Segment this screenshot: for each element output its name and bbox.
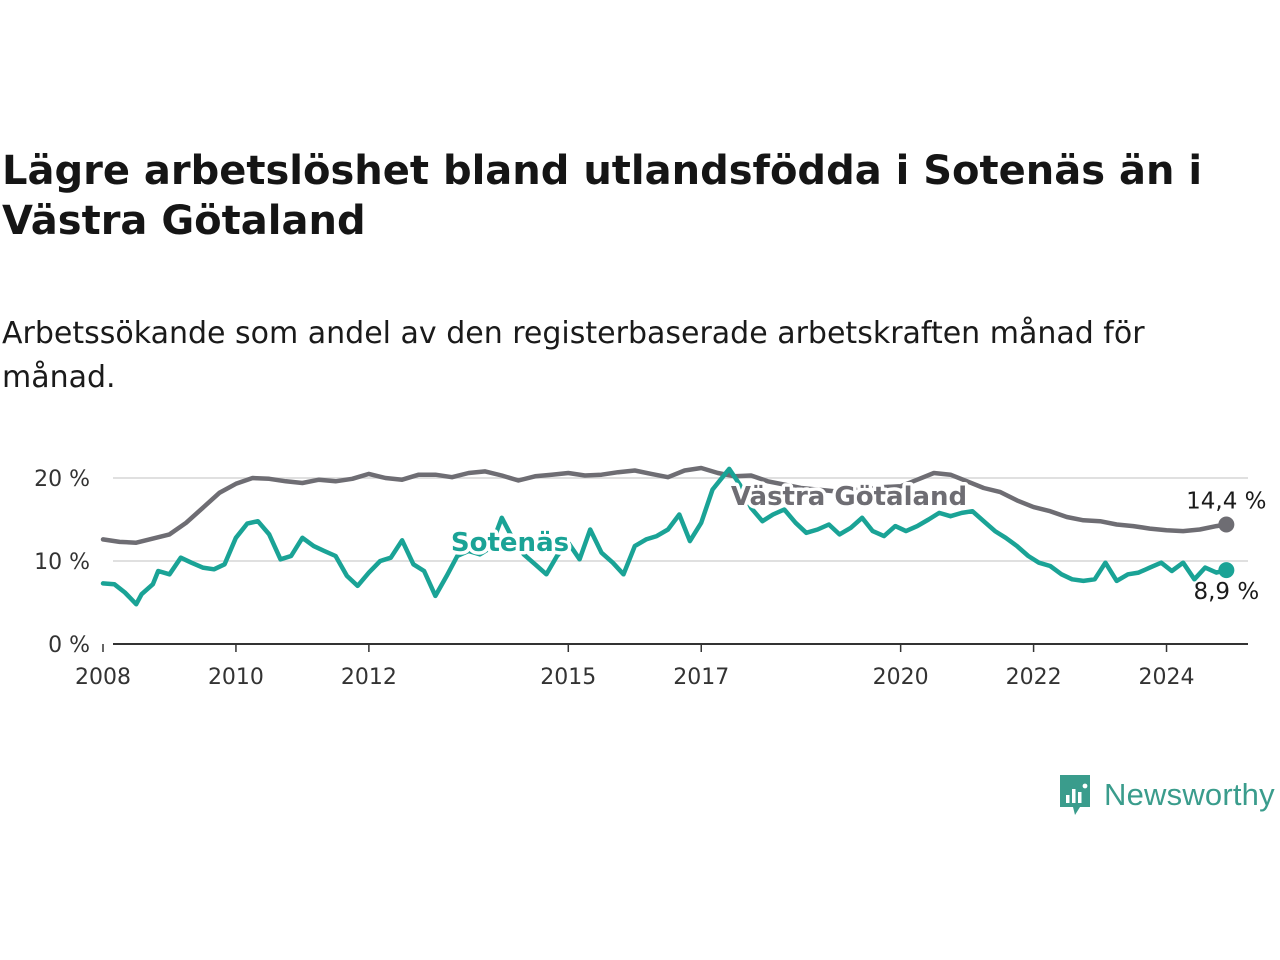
axes: 0 % 10 % 20 % 2008 2010 2012 2015 2017 2020 2022 2…	[34, 467, 1248, 690]
series-line-soten-s	[100, 466, 1229, 607]
series-line-v-stra-g-taland	[100, 465, 1229, 545]
brand-name: Newsworthy	[1104, 777, 1275, 812]
y-tick-label: 10 %	[34, 550, 90, 575]
x-tick-label: 2024	[1139, 665, 1195, 690]
x-tick-label: 2020	[873, 665, 929, 690]
series-lines	[100, 465, 1235, 607]
series-name-sotenas: Sotenäs	[451, 528, 569, 558]
bar-chart-icon	[1060, 775, 1090, 815]
x-tick-label: 2012	[341, 665, 397, 690]
x-tick-label: 2022	[1006, 665, 1062, 690]
end-value-label-vastra-gotaland: 14,4 %	[1186, 488, 1266, 514]
end-value-label-sotenas: 8,9 %	[1193, 579, 1259, 605]
series-labels: 14,4 % 8,9 % Västra Götaland Sotenäs	[447, 479, 1266, 606]
y-tick-label: 0 %	[48, 633, 90, 658]
chart-subtitle: Arbetssökande som andel av den registerb…	[2, 316, 1145, 395]
gridlines	[113, 477, 1248, 562]
newsworthy-logo: Newsworthy	[1058, 772, 1275, 818]
x-tick-label: 2015	[540, 665, 596, 690]
x-tick-label: 2008	[75, 665, 131, 690]
end-point-soten-s	[1218, 562, 1235, 579]
y-tick-label: 20 %	[34, 467, 90, 492]
series-name-vastra-gotaland: Västra Götaland	[731, 482, 967, 512]
x-tick-label: 2010	[208, 665, 264, 690]
chart-title: Lägre arbetslöshet bland utlandsfödda i …	[2, 148, 1203, 244]
line-chart: 0 % 10 % 20 % 2008 2010 2012 2015 2017 2020 2022 2…	[34, 465, 1267, 690]
end-point-v-stra-g-taland	[1218, 516, 1235, 533]
x-tick-label: 2017	[673, 665, 729, 690]
